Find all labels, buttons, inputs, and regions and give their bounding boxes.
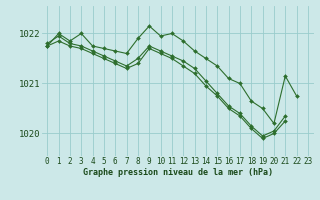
X-axis label: Graphe pression niveau de la mer (hPa): Graphe pression niveau de la mer (hPa) (83, 168, 273, 177)
